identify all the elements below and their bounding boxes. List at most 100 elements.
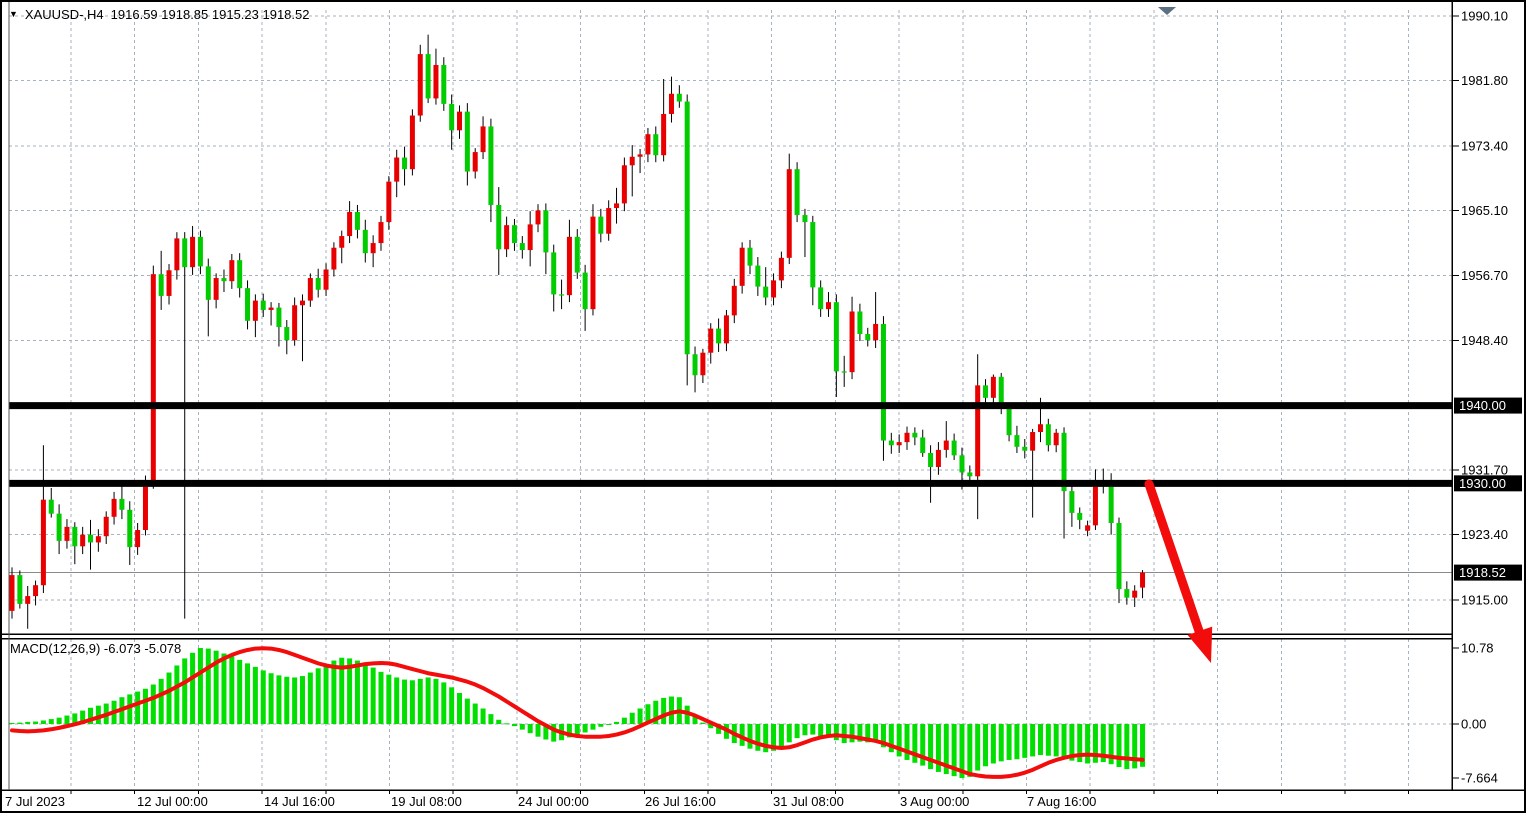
macd-histogram-bar — [1030, 724, 1036, 757]
candle-body — [213, 278, 219, 300]
candle-body — [339, 236, 345, 248]
macd-histogram-bar — [574, 724, 580, 735]
candle-body — [692, 354, 698, 376]
macd-histogram-bar — [95, 705, 101, 724]
macd-histogram-bar — [307, 672, 313, 724]
macd-histogram-bar — [810, 724, 816, 735]
macd-histogram-bar — [849, 724, 855, 743]
candle-body — [1124, 589, 1130, 598]
candle-body — [763, 286, 769, 298]
macd-histogram-bar — [331, 660, 337, 724]
candle-body — [559, 294, 565, 296]
candle-body — [33, 585, 39, 597]
candle-body — [119, 498, 125, 510]
macd-histogram-bar — [826, 724, 832, 737]
candle-body — [629, 156, 635, 166]
candle-body — [967, 472, 973, 477]
date-axis-label: 14 Jul 16:00 — [264, 794, 335, 809]
macd-axis-label: 10.78 — [1461, 641, 1494, 656]
macd-axis-label: 0.00 — [1461, 717, 1486, 732]
macd-histogram-bar — [339, 657, 345, 724]
macd-histogram-bar — [504, 723, 510, 725]
candle-body — [276, 307, 282, 328]
price-axis-label: 1923.40 — [1461, 527, 1508, 542]
candle-body — [237, 260, 243, 289]
macd-histogram-bar — [794, 724, 800, 739]
candle-body — [896, 442, 902, 446]
macd-histogram-bar — [1124, 724, 1130, 770]
macd-histogram-bar — [464, 698, 470, 724]
candle-body — [786, 169, 792, 258]
macd-histogram-bar — [315, 668, 321, 724]
macd-histogram-bar — [990, 724, 996, 764]
candle-body — [551, 252, 557, 295]
candle-body — [676, 93, 682, 102]
candle-body — [229, 260, 235, 282]
macd-histogram-bar — [425, 677, 431, 724]
candle-body — [292, 305, 298, 341]
candle-body — [621, 165, 627, 204]
macd-histogram-bar — [928, 724, 934, 770]
macd-histogram-bar — [64, 715, 70, 724]
macd-histogram-bar — [394, 677, 400, 724]
macd-histogram-bar — [645, 704, 651, 724]
candle-body — [731, 285, 737, 316]
macd-histogram-bar — [323, 664, 329, 724]
candle-body — [354, 211, 360, 230]
candle-body — [252, 300, 258, 321]
candle-body — [519, 243, 525, 251]
trend-arrow-shaft — [1144, 479, 1204, 636]
macd-histogram-bar — [347, 658, 353, 724]
macd-histogram-bar — [566, 724, 572, 738]
candle-body — [166, 270, 172, 296]
macd-histogram-bar — [1022, 724, 1028, 758]
macd-histogram-bar — [402, 679, 408, 724]
candle-body — [174, 238, 180, 271]
candle-body — [653, 134, 659, 156]
macd-histogram-bar — [1014, 724, 1020, 760]
candle-body — [409, 115, 415, 170]
candle-body — [417, 54, 423, 116]
candle-body — [833, 302, 839, 372]
macd-histogram-bar — [174, 665, 180, 724]
macd-histogram-bar — [221, 653, 227, 724]
macd-histogram-bar — [158, 678, 164, 724]
macd-histogram-bar — [205, 648, 211, 724]
macd-histogram-bar — [959, 724, 965, 779]
candle-body — [983, 385, 989, 398]
macd-histogram-bar — [951, 724, 957, 777]
macd-histogram-bar — [943, 724, 949, 775]
candle-body — [331, 247, 337, 270]
candle-body — [425, 54, 431, 99]
candle-body — [260, 300, 266, 310]
macd-histogram-bar — [182, 658, 188, 724]
candle-body — [841, 371, 847, 373]
candle-body — [370, 243, 376, 254]
price-badge-label: 1930.00 — [1459, 476, 1506, 491]
candle-body — [158, 274, 164, 296]
macd-histogram-bar — [967, 724, 973, 777]
symbol-dropdown-icon[interactable]: ▼ — [9, 9, 18, 19]
macd-histogram-bar — [621, 717, 627, 724]
candle-body — [802, 215, 808, 223]
candle-body — [739, 247, 745, 286]
macd-histogram-bar — [629, 712, 635, 724]
candle-body — [865, 334, 871, 341]
candle-body — [40, 499, 46, 586]
macd-histogram-bar — [260, 670, 266, 724]
chart-symbol-period: XAUUSD-,H4 — [24, 7, 104, 22]
candle-body — [488, 126, 494, 205]
macd-histogram-bar — [1116, 724, 1122, 768]
macd-histogram-bar — [252, 666, 258, 724]
macd-histogram-bar — [1085, 724, 1091, 764]
candle-body — [975, 385, 981, 477]
macd-histogram-bar — [904, 724, 910, 760]
macd-histogram-bar — [614, 721, 620, 724]
macd-histogram-bar — [386, 674, 392, 724]
macd-histogram-bar — [33, 721, 39, 724]
candle-body — [221, 278, 227, 282]
date-axis-label: 7 Aug 16:00 — [1027, 794, 1096, 809]
candle-body — [1037, 424, 1043, 433]
macd-histogram-bar — [245, 663, 251, 724]
